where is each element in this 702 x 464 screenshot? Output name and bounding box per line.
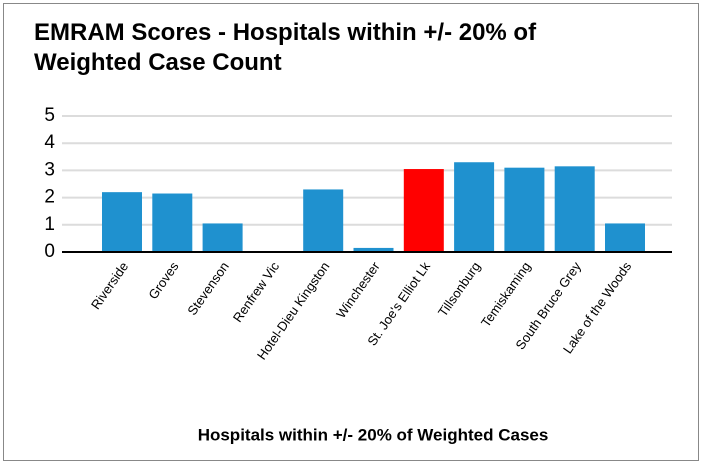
y-tick-label: 0 bbox=[44, 241, 55, 262]
y-tick-label: 5 bbox=[44, 105, 55, 126]
bar bbox=[454, 162, 495, 252]
bar bbox=[202, 223, 243, 252]
x-tick-label: Groves bbox=[145, 259, 182, 302]
chart-title: EMRAM Scores - Hospitals within +/- 20% … bbox=[34, 19, 537, 76]
bar bbox=[554, 166, 595, 252]
x-tick-label: Stevenson bbox=[184, 259, 232, 318]
bar bbox=[605, 223, 645, 252]
y-tick-label: 4 bbox=[44, 132, 55, 153]
y-tick-label: 3 bbox=[44, 159, 55, 180]
bar bbox=[403, 169, 444, 252]
x-tick-label: Tillsonburg bbox=[435, 259, 483, 319]
bar bbox=[303, 189, 344, 252]
y-tick-label: 1 bbox=[44, 214, 55, 235]
y-tick-label: 2 bbox=[44, 187, 55, 208]
x-tick-label: Winchester bbox=[333, 259, 383, 321]
bar bbox=[152, 193, 193, 252]
bar bbox=[504, 167, 545, 252]
x-tick-label: Temiskaming bbox=[478, 259, 534, 330]
bar bbox=[353, 247, 394, 252]
bar bbox=[102, 192, 142, 252]
x-tick-label: Renfrew Vic bbox=[230, 259, 283, 325]
x-axis-label: Hospitals within +/- 20% of Weighted Cas… bbox=[198, 425, 549, 444]
chart-border bbox=[3, 3, 699, 461]
x-tick-label: Riverside bbox=[88, 259, 131, 312]
